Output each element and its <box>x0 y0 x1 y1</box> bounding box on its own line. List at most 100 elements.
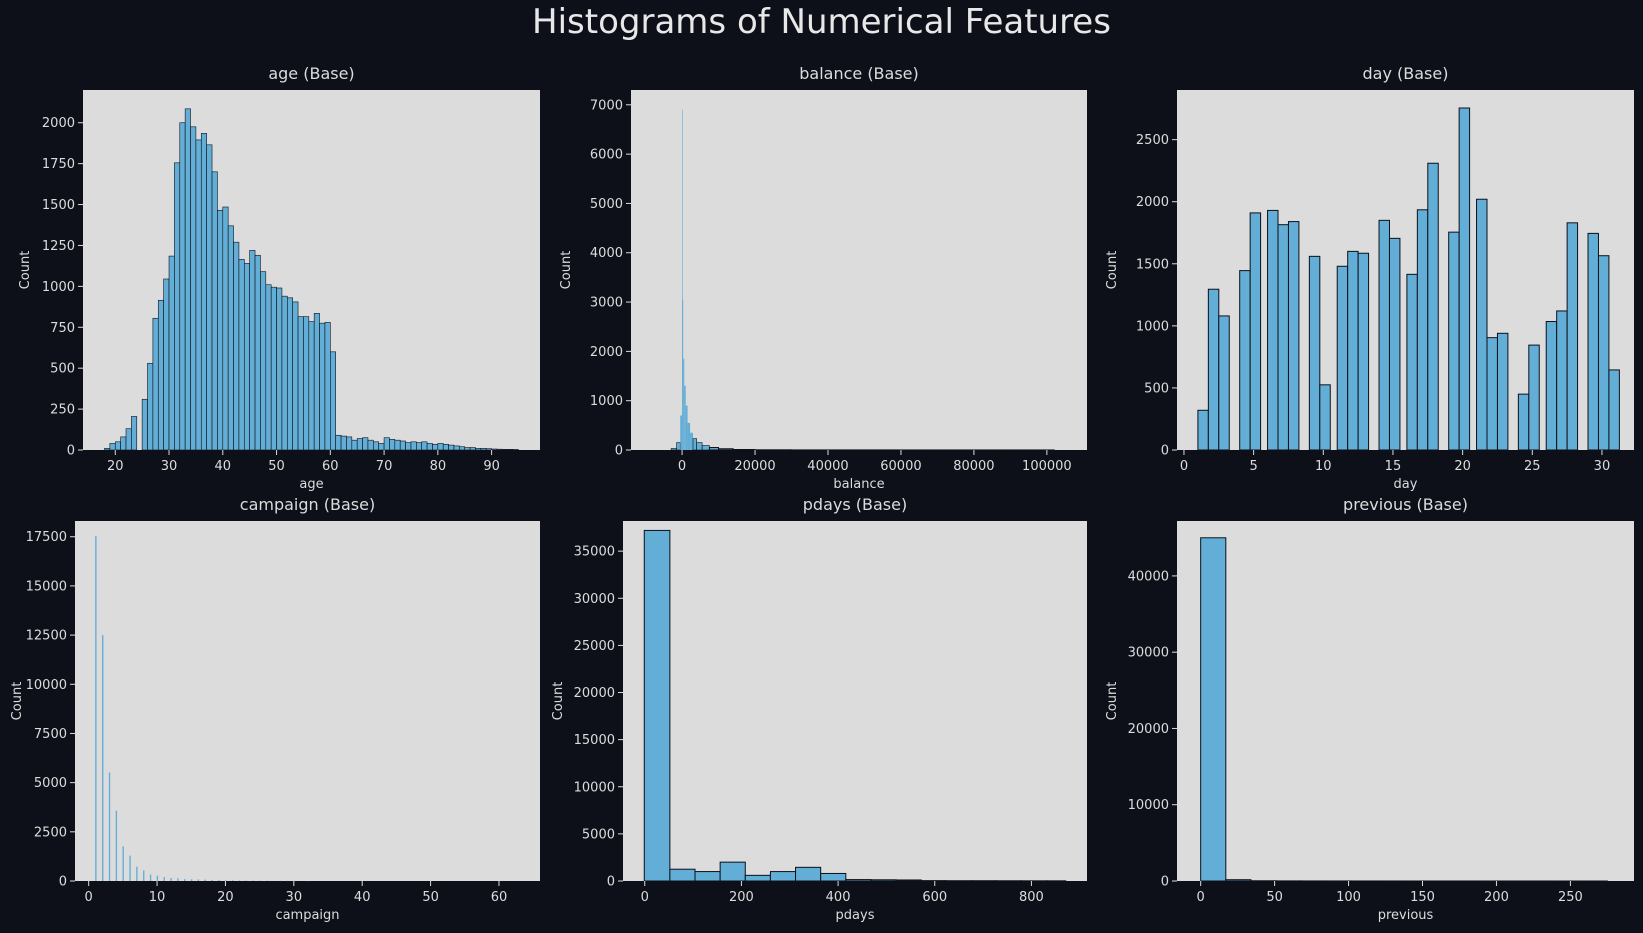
bar-41 <box>330 351 336 451</box>
bar-0 <box>1200 537 1227 882</box>
y-tick-label-7: 35000 <box>574 545 615 560</box>
bar-74 <box>507 449 514 451</box>
y-tick-label-1: 1000 <box>590 394 623 409</box>
bar-2 <box>694 871 721 882</box>
bar-10 <box>163 877 165 881</box>
bar-7 <box>820 872 847 882</box>
bar-35 <box>297 316 304 451</box>
bar-0 <box>1197 409 1209 451</box>
bar-10 <box>895 879 922 882</box>
bar-28 <box>260 271 267 451</box>
bar-0 <box>95 535 97 881</box>
bar-11 <box>168 255 175 451</box>
bar-4 <box>1249 212 1262 451</box>
bar-17 <box>1427 162 1439 451</box>
y-tick-label-0: 0 <box>1161 875 1169 890</box>
bar-1 <box>109 443 116 451</box>
y-tick-label-2: 20000 <box>1128 722 1169 737</box>
bar-39 <box>319 322 326 451</box>
x-axis-label: previous <box>1378 908 1434 923</box>
bar-2 <box>108 772 111 881</box>
bar-14 <box>718 448 734 451</box>
bar-18 <box>1448 231 1460 451</box>
bar-54 <box>399 440 406 451</box>
histogram-panel-3: 0 10 20 30 40 50 60 0 2500 5000 7500 10000 12500 1500… <box>10 495 540 923</box>
bar-24 <box>1528 344 1540 451</box>
bar-60 <box>432 443 439 451</box>
y-tick-label-4: 10000 <box>26 678 67 693</box>
bar-52 <box>389 439 396 451</box>
bar-11 <box>696 442 703 451</box>
histogram-panel-2: 0 5 10 15 20 25 30 0 500 1000 1500 2000 2500 day (Bas… <box>1105 64 1634 492</box>
x-tick-label-5: 50 <box>422 890 439 905</box>
bar-6 <box>141 398 148 451</box>
bar-3 <box>120 436 127 451</box>
y-tick-label-5: 25000 <box>574 639 615 654</box>
bar-1 <box>1207 288 1220 451</box>
bar-15 <box>1406 273 1418 451</box>
x-axis-label: balance <box>833 477 884 492</box>
y-tick-label-2: 500 <box>50 362 75 377</box>
bar-19 <box>1458 107 1471 451</box>
bar-26 <box>1556 310 1568 451</box>
histogram-panel-1: 0 20000 40000 60000 80000 100000 0 1000 2000 3000… <box>559 64 1087 492</box>
bar-7 <box>685 405 688 450</box>
x-tick-label-6: 60 <box>491 890 508 905</box>
x-tick-label-3: 15 <box>1385 459 1402 474</box>
bar-50 <box>378 443 385 451</box>
bar-27 <box>1566 222 1579 451</box>
bar-64 <box>453 445 460 451</box>
x-tick-label-2: 100 <box>1336 890 1361 905</box>
x-tick-label-5: 100000 <box>1022 459 1072 474</box>
x-tick-label-0: 0 <box>85 890 93 905</box>
x-tick-label-2: 40000 <box>807 459 848 474</box>
bar-9 <box>156 875 159 881</box>
y-tick-label-1: 500 <box>1144 381 1169 396</box>
y-tick-label-7: 1750 <box>42 157 75 172</box>
panel-title: day (Base) <box>1363 64 1449 83</box>
x-tick-label-0: 0 <box>1197 890 1205 905</box>
y-axis-label: Count <box>1105 682 1120 721</box>
x-tick-label-4: 60 <box>322 459 339 474</box>
x-tick-label-3: 30 <box>286 890 303 905</box>
x-tick-label-5: 25 <box>1524 459 1541 474</box>
x-tick-label-4: 20 <box>1454 459 1471 474</box>
y-tick-label-1: 10000 <box>1128 798 1169 813</box>
bar-14 <box>1388 237 1401 451</box>
y-tick-label-3: 1500 <box>1136 257 1169 272</box>
bar-2 <box>114 441 121 451</box>
bar-7 <box>143 870 145 881</box>
y-axis-label: Count <box>551 682 566 721</box>
panel-title: campaign (Base) <box>240 495 375 514</box>
bar-9 <box>870 879 897 882</box>
bar-2 <box>680 415 683 450</box>
bar-2 <box>1218 315 1230 451</box>
x-tick-label-3: 600 <box>922 890 947 905</box>
bar-44 <box>346 436 353 451</box>
panel-title: previous (Base) <box>1343 495 1468 514</box>
bar-27 <box>254 254 261 451</box>
y-axis-label: Count <box>1105 251 1120 290</box>
x-axis-label: pdays <box>836 908 875 923</box>
plot-area <box>75 521 540 881</box>
bar-46 <box>356 438 363 451</box>
x-tick-label-4: 200 <box>1484 890 1509 905</box>
y-tick-label-5: 1250 <box>42 239 75 254</box>
bar-17 <box>200 133 207 451</box>
histogram-panel-0: 20 30 40 50 60 70 80 90 0 250 500 750 1000 1250 1500 17… <box>18 64 540 492</box>
y-tick-label-3: 30000 <box>1128 646 1169 661</box>
bar-4 <box>682 299 684 450</box>
y-tick-label-0: 0 <box>1161 444 1169 459</box>
bar-4 <box>125 428 132 451</box>
bar-24 <box>238 259 245 451</box>
bar-10 <box>1336 265 1349 451</box>
bar-4 <box>122 846 124 881</box>
bar-22 <box>1496 332 1509 451</box>
bar-61 <box>437 443 444 451</box>
bar-11 <box>170 877 172 881</box>
y-tick-label-2: 10000 <box>574 780 615 795</box>
bar-71 <box>491 448 498 451</box>
bar-28 <box>1587 232 1599 451</box>
bar-7 <box>1287 221 1300 451</box>
